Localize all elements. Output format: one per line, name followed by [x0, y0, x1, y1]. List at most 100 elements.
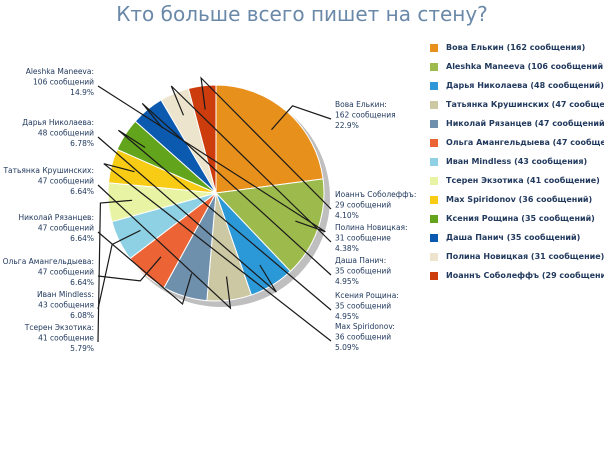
slice-label-line: 41 сообщение — [38, 334, 94, 343]
slice-label: Ксения Рощина: 35 сообщений 4.95% — [335, 291, 399, 321]
slice-label-line: 5.79% — [70, 344, 94, 353]
slice-label-line: 4.95% — [335, 277, 359, 286]
slice-label-line: Иван Mindless: — [37, 290, 94, 299]
legend-item: Aleshka Maneeva (106 сообщений) — [430, 57, 604, 76]
slice-label-line: 43 сообщения — [38, 301, 94, 310]
slice-label-line: Дарья Николаева: — [22, 118, 94, 127]
leader-line — [97, 229, 141, 310]
slice-label: Иоаннъ Соболеффъ: 29 сообщений 4.10% — [335, 190, 416, 220]
slice-label: Полина Новицкая: 31 сообщение 4.38% — [335, 223, 408, 253]
legend-label: Вова Елькин (162 сообщения) — [446, 43, 586, 52]
slice-label-line: 31 сообщение — [335, 234, 391, 243]
slice-label-line: 35 сообщений — [335, 267, 391, 276]
slice-label: Татьянка Крушинских: 47 сообщений 6.64% — [2, 166, 94, 196]
slice-label-line: 6.64% — [70, 234, 94, 243]
leader-line — [97, 136, 277, 293]
legend-swatch — [430, 43, 438, 52]
slice-label-line: Иоаннъ Соболеффъ: — [335, 190, 416, 199]
legend-item: Николай Рязанцев (47 сообщений) — [430, 114, 604, 133]
leader-line — [97, 231, 193, 306]
slice-label-line: 48 сообщений — [38, 129, 94, 138]
slice-label-line: Татьянка Крушинских: — [2, 166, 94, 175]
legend-swatch — [430, 81, 438, 90]
pie-slice — [215, 84, 324, 194]
slice-label-line: 4.38% — [335, 244, 359, 253]
slice-label-line: 22.9% — [335, 121, 359, 130]
legend-label: Даша Панич (35 сообщений) — [446, 233, 581, 242]
slice-label: Ольга Амангельдыева: 47 сообщений 6.64% — [3, 257, 94, 287]
slice-label-line: Полина Новицкая: — [335, 223, 408, 232]
slice-label-line: Тсерен Экзотика: — [24, 323, 94, 332]
legend-label: Татьянка Крушинских (47 сообщений) — [446, 100, 604, 109]
leader-line — [103, 163, 332, 342]
legend-item: Дарья Николаева (48 сообщений) — [430, 76, 604, 95]
slice-label-line: 29 сообщений — [335, 201, 391, 210]
slice-label-line: 106 сообщений — [33, 78, 94, 87]
slice-label: Max Spiridonov: 36 сообщений 5.09% — [335, 322, 395, 352]
slice-label-line: 5.09% — [335, 343, 359, 352]
legend-swatch — [430, 157, 438, 166]
legend-label: Aleshka Maneeva (106 сообщений) — [446, 62, 604, 71]
leader-line — [97, 199, 133, 343]
slice-label-line: Max Spiridonov: — [335, 322, 395, 331]
legend-swatch — [430, 195, 438, 204]
legend-item: Иоаннъ Соболеффъ (29 сообщений) — [430, 266, 604, 285]
slice-label-line: Aleshka Maneeva: — [26, 67, 94, 76]
legend-swatch — [430, 252, 438, 261]
slice-label-line: 162 сообщения — [335, 111, 396, 120]
legend-item: Ксения Рощина (35 сообщений) — [430, 209, 604, 228]
legend-item: Даша Панич (35 сообщений) — [430, 228, 604, 247]
slice-label-line: 47 сообщений — [38, 177, 94, 186]
slice-label-line: Николай Рязанцев: — [19, 213, 94, 222]
legend-item: Вова Елькин (162 сообщения) — [430, 38, 604, 57]
leader-line — [97, 85, 326, 233]
legend-label: Николай Рязанцев (47 сообщений) — [446, 119, 604, 128]
legend-label: Ксения Рощина (35 сообщений) — [446, 214, 595, 223]
slice-label: Иван Mindless: 43 сообщения 6.08% — [37, 290, 94, 320]
leader-line — [271, 105, 332, 131]
chart-legend: Вова Елькин (162 сообщения) Aleshka Manee… — [430, 38, 604, 285]
slice-label-line: 4.10% — [335, 211, 359, 220]
legend-item: Тсерен Экзотика (41 сообщение) — [430, 171, 604, 190]
legend-label: Иоаннъ Соболеффъ (29 сообщений) — [446, 271, 604, 280]
legend-label: Max Spiridonov (36 сообщений) — [446, 195, 593, 204]
slice-label: Николай Рязанцев: 47 сообщений 6.64% — [19, 213, 95, 243]
legend-label: Ольга Амангельдыева (47 сообщений) — [446, 138, 604, 147]
slice-label: Тсерен Экзотика: 41 сообщение 5.79% — [24, 323, 95, 353]
legend-label: Иван Mindless (43 сообщения) — [446, 157, 588, 166]
slice-label-line: Ольга Амангельдыева: — [3, 257, 94, 266]
leader-line — [97, 184, 232, 310]
slice-label-line: 14.9% — [70, 88, 94, 97]
slice-label-line: Даша Панич: — [335, 256, 386, 265]
slice-label: Дарья Николаева: 48 сообщений 6.78% — [22, 118, 94, 148]
slice-label-line: Вова Елькин: — [335, 100, 387, 109]
leader-line — [118, 129, 332, 311]
chart-title: Кто больше всего пишет на стену? — [116, 2, 488, 26]
slice-label-line: 6.64% — [70, 187, 94, 196]
slice-label-line: 4.95% — [335, 312, 359, 321]
legend-item: Ольга Амангельдыева (47 сообщений) — [430, 133, 604, 152]
slice-label: Aleshka Maneeva: 106 сообщений 14.9% — [26, 67, 94, 97]
slice-label-line: 6.64% — [70, 278, 94, 287]
slice-label-line: 35 сообщений — [335, 302, 391, 311]
slice-label: Вова Елькин: 162 сообщения 22.9% — [335, 100, 396, 130]
leader-line — [97, 256, 162, 282]
legend-swatch — [430, 62, 438, 71]
slice-label-line: 47 сообщений — [38, 224, 94, 233]
slice-label-line: Ксения Рощина: — [335, 291, 399, 300]
legend-swatch — [430, 119, 438, 128]
legend-label: Дарья Николаева (48 сообщений) — [446, 81, 604, 90]
legend-swatch — [430, 176, 438, 185]
slice-label: Даша Панич: 35 сообщений 4.95% — [335, 256, 391, 286]
leader-line — [170, 85, 332, 243]
legend-swatch — [430, 100, 438, 109]
slice-label-line: 36 сообщений — [335, 333, 391, 342]
slice-label-line: 6.08% — [70, 311, 94, 320]
legend-swatch — [430, 138, 438, 147]
leader-line — [141, 102, 332, 276]
leader-line — [200, 76, 332, 210]
legend-swatch — [430, 214, 438, 223]
slice-label-line: 47 сообщений — [38, 268, 94, 277]
slice-label-line: 6.78% — [70, 139, 94, 148]
